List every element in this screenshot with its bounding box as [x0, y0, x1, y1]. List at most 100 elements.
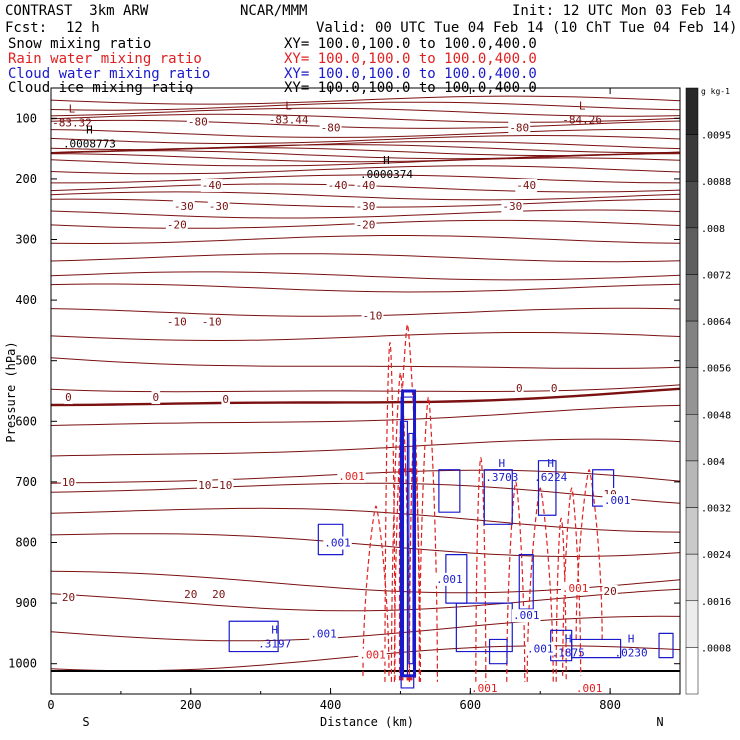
cloud-contour-label-bg: [323, 536, 352, 550]
isotherm-label: -80: [509, 121, 529, 134]
isotherm-label: -40: [328, 179, 348, 192]
isotherm-line: [51, 119, 680, 129]
rain-contour-label: .001: [338, 470, 365, 483]
extremum-value: .3197: [258, 637, 291, 650]
y-tick-label: 500: [15, 354, 37, 368]
colorbar-segment: [685, 87, 699, 135]
isotherm-label-bg: [354, 178, 377, 192]
x-tick-label: 400: [320, 698, 342, 712]
colorbar-segment: [685, 600, 699, 648]
x-tick-label: 200: [180, 698, 202, 712]
field-cloud-xy: XY= 100.0,100.0 to 100.0,400.0: [284, 66, 537, 82]
isotherm-label: -40: [516, 179, 536, 192]
isotherm-label: 20: [62, 591, 75, 604]
isotherm-label-bg: [508, 121, 531, 135]
colorbar-tick-label: .0016: [701, 597, 731, 608]
extremum-marker: H: [383, 154, 390, 167]
cloud-contour-label: .001: [310, 627, 337, 640]
extremum-value: .0230: [615, 647, 648, 660]
isotherm-line: [51, 153, 680, 163]
isotherm-line: [51, 141, 680, 151]
extremum-marker: L: [69, 102, 76, 115]
field-snow-name: Snow mixing ratio: [8, 36, 152, 52]
rain-contour: [384, 341, 396, 682]
isotherm-line: [51, 165, 680, 175]
isotherm-label-bg: [207, 200, 230, 214]
extremum-value: .3703: [485, 471, 518, 484]
rain-contour: [555, 517, 567, 682]
y-tick-label: 600: [15, 414, 37, 428]
extremum-value: .6224: [534, 471, 567, 484]
isotherm-label-bg: [361, 309, 384, 323]
plot-frame: [50, 87, 681, 695]
colorbar-tick-label: .0095: [701, 131, 731, 142]
colorbar-segment: [685, 507, 699, 555]
isotherm-label: 0: [516, 382, 523, 395]
isotherm-line: [51, 101, 680, 111]
isotherm-label-bg: [200, 178, 223, 192]
isotherm-line: [51, 157, 680, 167]
isotherm-label: -40: [202, 179, 222, 192]
rain-contour: [362, 505, 390, 676]
isotherm-label: 0: [153, 391, 160, 404]
colorbar-tick-label: .0064: [701, 317, 731, 328]
rain-contour-label-bg: [560, 581, 590, 595]
isotherm-label: -20: [356, 218, 376, 231]
rain-contour-label-bg: [337, 469, 366, 483]
isotherm-line: [51, 482, 680, 504]
cloud-contour-label: .001: [527, 643, 554, 656]
init-time: Init: 12 UTC Mon 03 Feb 14: [512, 3, 732, 19]
cloud-contour: [438, 469, 461, 513]
isotherm-line: [51, 533, 680, 558]
rain-contour: [475, 457, 487, 682]
extremum-value: -83.32: [52, 116, 92, 129]
isotherm-label: -30: [209, 200, 229, 213]
contour-label-layer: -80 -80 -80 -40 -40 -40 -40 -30 -30 -30 -30 -20 -20 -…: [52, 99, 648, 695]
extremum-value: .1875: [552, 647, 585, 660]
isotherm-line: [51, 507, 680, 533]
rain-contour-label: .001: [359, 649, 386, 662]
colorbar: .0095 .0088 .008 .0072 .0064 .0056 .0048 .004 .0…: [685, 87, 731, 695]
colorbar-tick-label: .0088: [701, 177, 731, 188]
isotherm-label-bg: [326, 178, 349, 192]
isotherm-label: -80: [188, 115, 208, 128]
y-tick-label: 300: [15, 233, 37, 247]
isotherm-line: [51, 191, 680, 201]
isotherm-line: [51, 209, 680, 219]
isotherm-line: [51, 235, 680, 245]
x-tick-label: 0: [47, 698, 54, 712]
isotherm-label-bg: [515, 178, 538, 192]
colorbar-segment: [685, 647, 699, 695]
rain-contour: [418, 396, 438, 682]
rain-contour-label-bg: [574, 681, 604, 695]
isotherm-label: 20: [212, 588, 225, 601]
rain-contour: [506, 481, 526, 682]
isotherm-line: [51, 283, 680, 293]
isotherm-label-bg: [197, 478, 213, 492]
cloud-contour: [658, 632, 674, 659]
isotherm-line: [51, 150, 680, 160]
cloud-contour: [518, 554, 534, 610]
rain-contour-label: .001: [562, 582, 589, 595]
isotherm-label: -80: [321, 121, 341, 134]
colorbar-segment: [685, 227, 699, 275]
extremum-marker: H: [498, 457, 505, 470]
colorbar-segment: [685, 134, 699, 182]
colorbar-segment: [685, 367, 699, 415]
isotherm-line: [51, 271, 680, 281]
colorbar-tick-label: .004: [701, 457, 725, 468]
colorbar-tick-label: .0024: [701, 550, 731, 561]
isotherm-label-bg: [602, 584, 618, 598]
cloud-contour: [228, 620, 279, 653]
extremum-marker: L: [579, 99, 586, 112]
colorbar-segment: [685, 414, 699, 462]
y-tick-label: 200: [15, 172, 37, 186]
isotherm-line: [51, 404, 680, 426]
y-tick-label: 900: [15, 596, 37, 610]
isotherm-label-bg: [172, 200, 195, 214]
isotherm-label: 10: [62, 476, 75, 489]
y-tick-label: 100: [15, 111, 37, 125]
isotherm-label: 10: [219, 479, 232, 492]
organization: NCAR/MMM: [240, 3, 308, 19]
